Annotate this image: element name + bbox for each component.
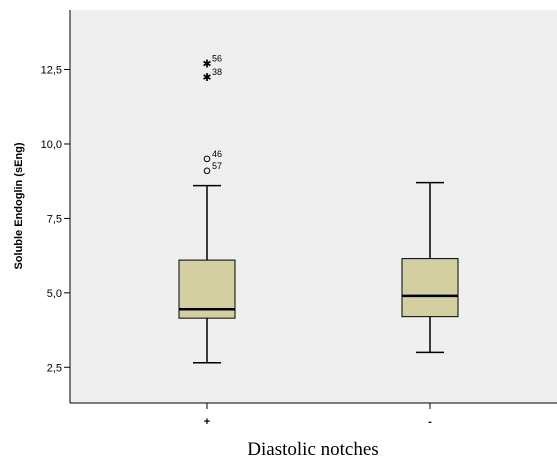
- iqr-box: [401, 258, 459, 318]
- y-axis-label: Soluble Endoglin (sEng): [13, 142, 25, 269]
- outlier-label: 57: [212, 161, 222, 171]
- boxes-layer: 57 46 ✱ 38✱ 56: [178, 54, 459, 364]
- box-group-plus: 57 46 ✱ 38✱ 56: [178, 54, 236, 364]
- outlier-circle: [203, 167, 211, 175]
- outlier-label: 38: [212, 67, 222, 77]
- outlier-label: 56: [212, 54, 222, 64]
- y-tick-label: 7,5: [47, 213, 62, 225]
- plot-area: [70, 10, 557, 403]
- y-tick-label: 5,0: [47, 288, 62, 300]
- box-group-minus: [401, 181, 459, 354]
- x-tick-label: -: [428, 416, 432, 428]
- outlier-star: ✱: [202, 71, 211, 84]
- y-tick-label: 10,0: [41, 139, 62, 151]
- outlier-star: ✱: [202, 58, 211, 71]
- y-tick-label: 12,5: [41, 65, 62, 77]
- ticks-layer: 2,5 5,0 7,5 10,0 12,5 + -: [41, 65, 433, 428]
- y-tick-label: 2,5: [47, 362, 62, 374]
- x-axis-label: Diastolic notches: [247, 439, 378, 460]
- x-tick-label: +: [204, 416, 210, 428]
- outlier-circle: [203, 155, 211, 163]
- outlier-label: 46: [212, 149, 222, 159]
